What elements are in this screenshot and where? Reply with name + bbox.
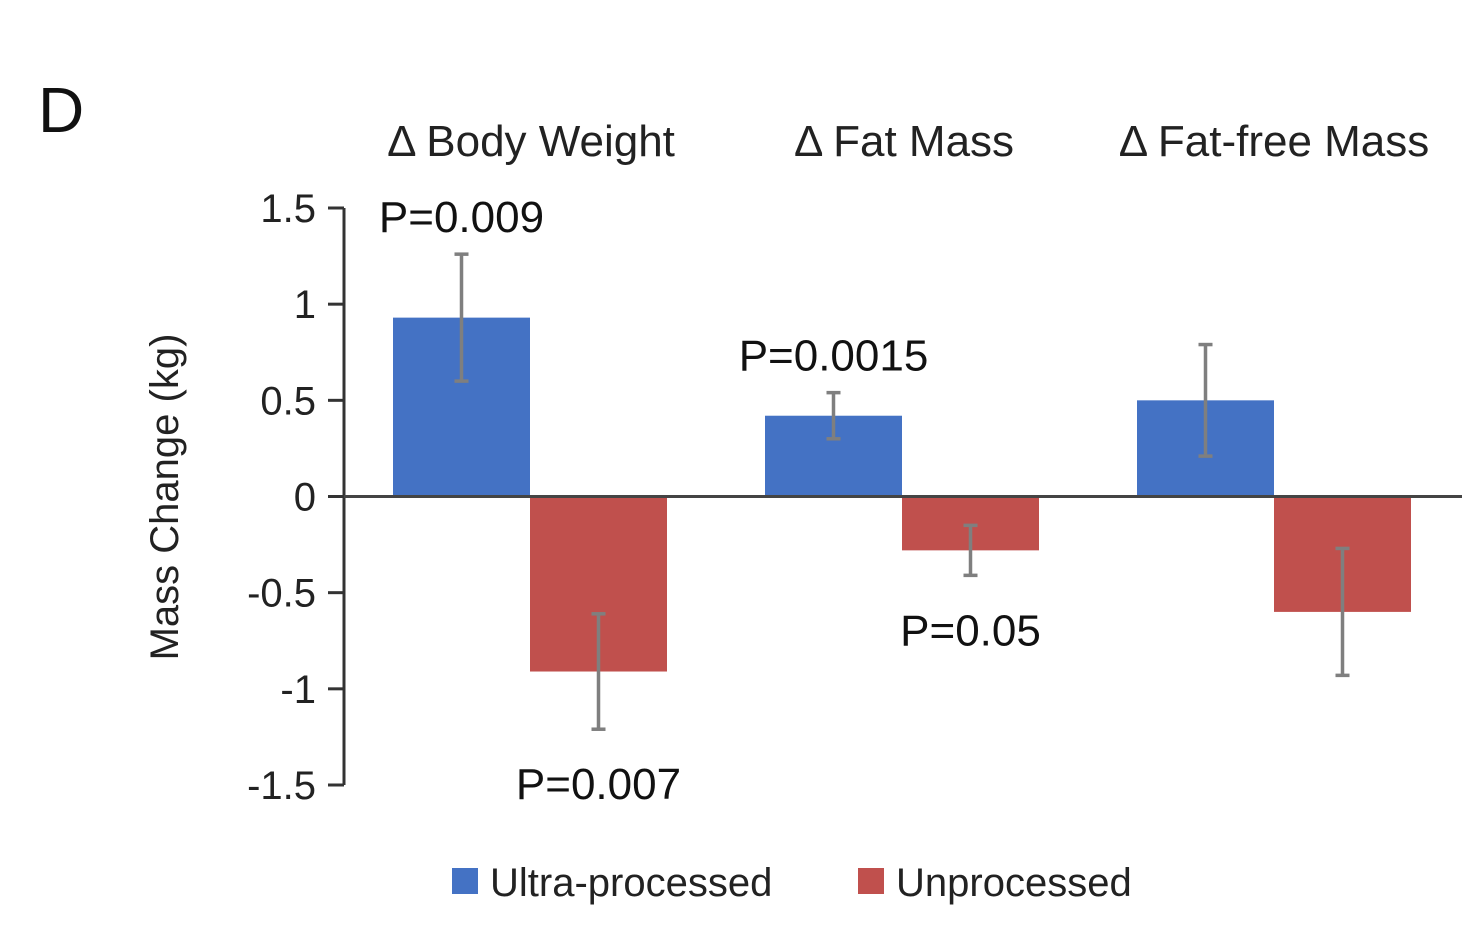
y-tick-label: -1.5 bbox=[247, 764, 316, 808]
y-tick-label: 1 bbox=[294, 283, 316, 327]
p-value-label: P=0.0015 bbox=[739, 332, 929, 381]
legend: Ultra-processed Unprocessed bbox=[452, 861, 1132, 905]
legend-label-ultra-processed: Ultra-processed bbox=[490, 861, 772, 905]
legend-swatch-ultra-processed bbox=[452, 868, 478, 894]
p-value-label: P=0.05 bbox=[900, 606, 1041, 655]
y-tick-label: 0 bbox=[294, 476, 316, 520]
category-title: Δ Body Weight bbox=[387, 117, 675, 166]
p-value-label: P=0.007 bbox=[516, 760, 681, 809]
y-tick-label: -1 bbox=[280, 668, 316, 712]
axes: 1.5 1 0.5 0 -0.5 -1 -1.5 bbox=[247, 187, 1462, 808]
y-tick-label: 1.5 bbox=[260, 187, 316, 231]
legend-swatch-unprocessed bbox=[858, 868, 884, 894]
legend-label-unprocessed: Unprocessed bbox=[896, 861, 1132, 905]
panel-label: D bbox=[38, 74, 84, 146]
p-value-label: P=0.009 bbox=[379, 193, 544, 242]
y-axis-label: Mass Change (kg) bbox=[143, 334, 187, 661]
error-bars bbox=[454, 252, 1350, 731]
category-titles: Δ Body Weight Δ Fat Mass Δ Fat-free Mass bbox=[387, 117, 1429, 166]
y-tick-label: -0.5 bbox=[247, 572, 316, 616]
y-tick-label: 0.5 bbox=[260, 379, 316, 423]
category-title: Δ Fat-free Mass bbox=[1119, 117, 1430, 166]
p-value-labels: P=0.009 P=0.0015 P=0.007 P=0.05 bbox=[379, 193, 1041, 809]
category-title: Δ Fat Mass bbox=[794, 117, 1014, 166]
